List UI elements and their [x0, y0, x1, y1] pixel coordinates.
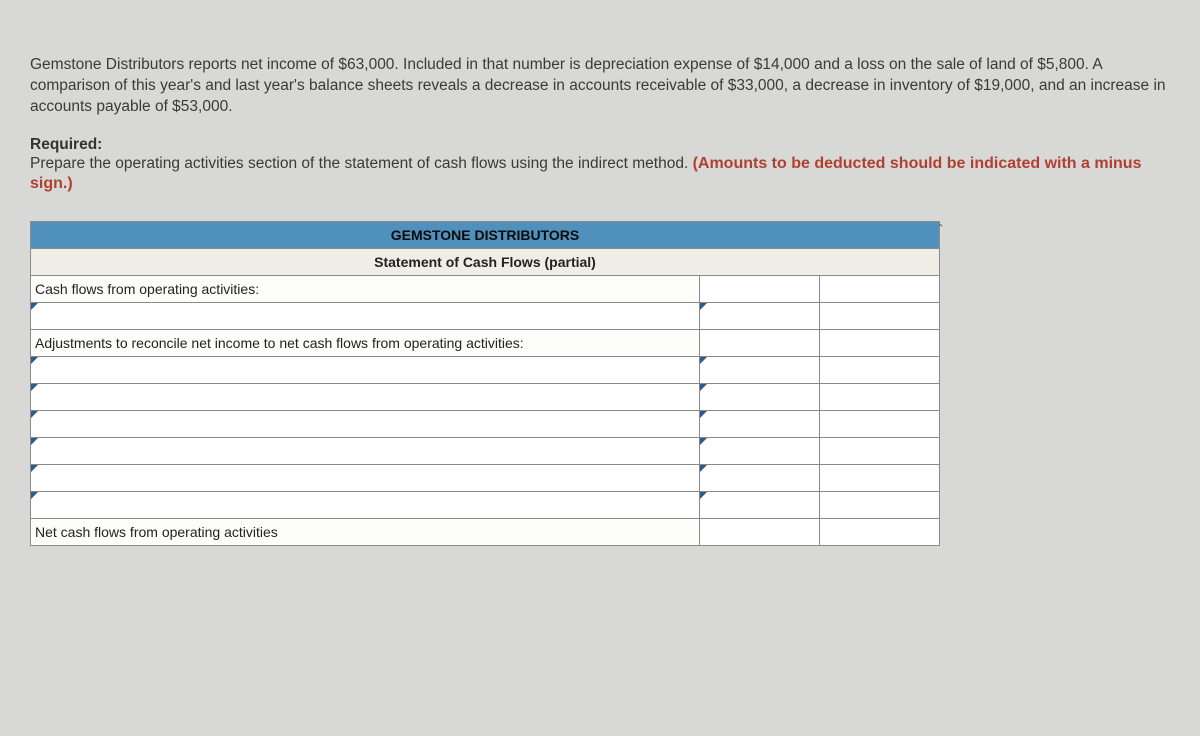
amount-cell-blank — [820, 302, 940, 329]
amount-cell-blank — [820, 383, 940, 410]
amount-input[interactable] — [700, 491, 820, 518]
company-header: GEMSTONE DISTRIBUTORS — [31, 221, 940, 248]
line-item-dropdown[interactable] — [31, 437, 700, 464]
line-item-dropdown[interactable] — [31, 302, 700, 329]
section-label-operating: Cash flows from operating activities: — [31, 275, 700, 302]
amount-input[interactable] — [700, 437, 820, 464]
amount-cell-blank — [700, 329, 820, 356]
amount-input[interactable] — [700, 383, 820, 410]
amount-input[interactable] — [700, 464, 820, 491]
line-item-dropdown[interactable] — [31, 383, 700, 410]
amount-input[interactable] — [700, 302, 820, 329]
amount-cell-blank — [820, 329, 940, 356]
amount-cell-blank — [820, 410, 940, 437]
amount-cell-blank — [700, 518, 820, 545]
cash-flows-worksheet: GEMSTONE DISTRIBUTORS Statement of Cash … — [30, 221, 940, 546]
amount-cell-blank — [820, 464, 940, 491]
required-text: Prepare the operating activities section… — [30, 155, 693, 172]
line-item-dropdown[interactable] — [31, 410, 700, 437]
net-cash-flows-label: Net cash flows from operating activities — [31, 518, 700, 545]
amount-input[interactable] — [700, 356, 820, 383]
statement-header: Statement of Cash Flows (partial) — [31, 248, 940, 275]
line-item-dropdown[interactable] — [31, 464, 700, 491]
amount-cell-blank — [700, 275, 820, 302]
required-label: Required: — [30, 136, 102, 153]
net-total-cell[interactable] — [820, 518, 940, 545]
amount-cell-blank — [820, 437, 940, 464]
line-item-dropdown[interactable] — [31, 491, 700, 518]
line-item-dropdown[interactable] — [31, 356, 700, 383]
amount-cell-blank — [820, 275, 940, 302]
amount-input[interactable] — [700, 410, 820, 437]
adjustments-label: Adjustments to reconcile net income to n… — [31, 329, 700, 356]
amount-cell-blank — [820, 356, 940, 383]
problem-paragraph: Gemstone Distributors reports net income… — [30, 55, 1170, 118]
amount-cell-blank — [820, 491, 940, 518]
